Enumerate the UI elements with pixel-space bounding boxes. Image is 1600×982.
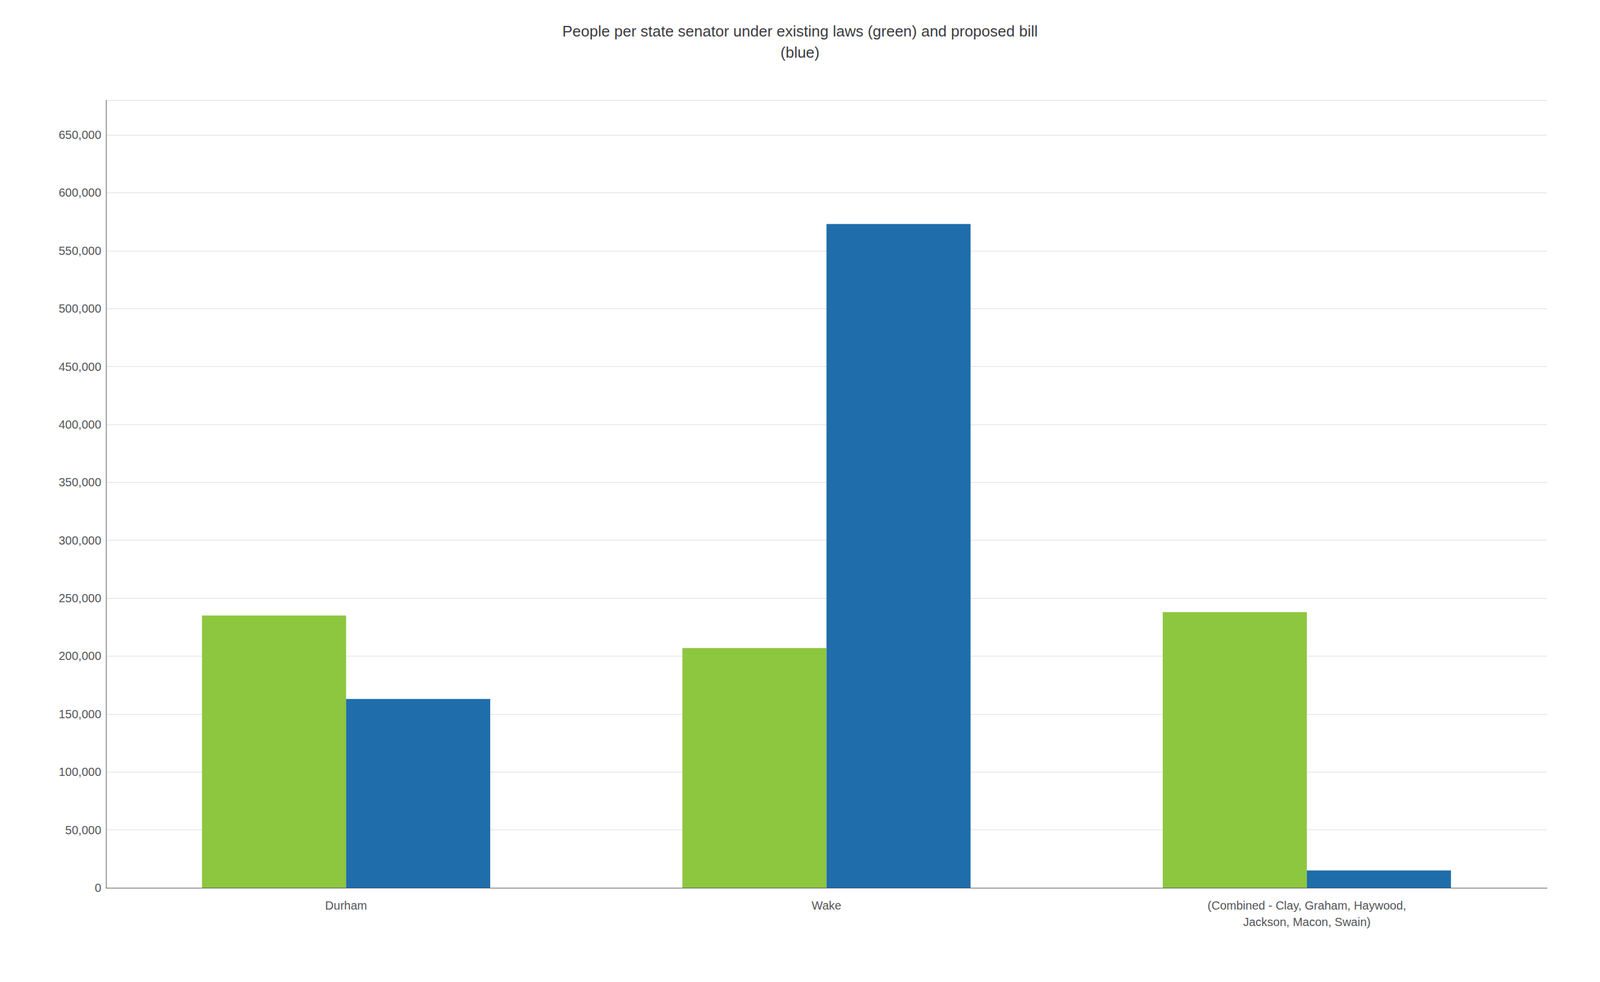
svg-text:50,000: 50,000: [65, 823, 102, 837]
svg-text:100,000: 100,000: [58, 764, 102, 778]
svg-text:650,000: 650,000: [58, 128, 102, 142]
svg-text:600,000: 600,000: [58, 185, 102, 199]
svg-text:People per state senator under: People per state senator under existing …: [562, 22, 1039, 41]
svg-text:400,000: 400,000: [58, 417, 102, 431]
svg-text:(Combined - Clay, Graham, Hayw: (Combined - Clay, Graham, Haywood,: [1207, 898, 1407, 912]
svg-text:200,000: 200,000: [58, 649, 102, 663]
svg-text:Durham: Durham: [325, 898, 368, 912]
svg-text:Wake: Wake: [811, 898, 841, 912]
svg-text:350,000: 350,000: [58, 475, 102, 489]
svg-text:550,000: 550,000: [58, 244, 102, 258]
svg-text:0: 0: [94, 880, 102, 894]
svg-text:Jackson, Macon, Swain): Jackson, Macon, Swain): [1242, 915, 1371, 928]
svg-text:250,000: 250,000: [58, 591, 102, 605]
svg-text:450,000: 450,000: [58, 360, 102, 374]
svg-text:150,000: 150,000: [58, 707, 102, 721]
svg-text:500,000: 500,000: [58, 301, 102, 315]
svg-text:300,000: 300,000: [58, 533, 102, 547]
svg-text:(blue): (blue): [780, 43, 820, 62]
